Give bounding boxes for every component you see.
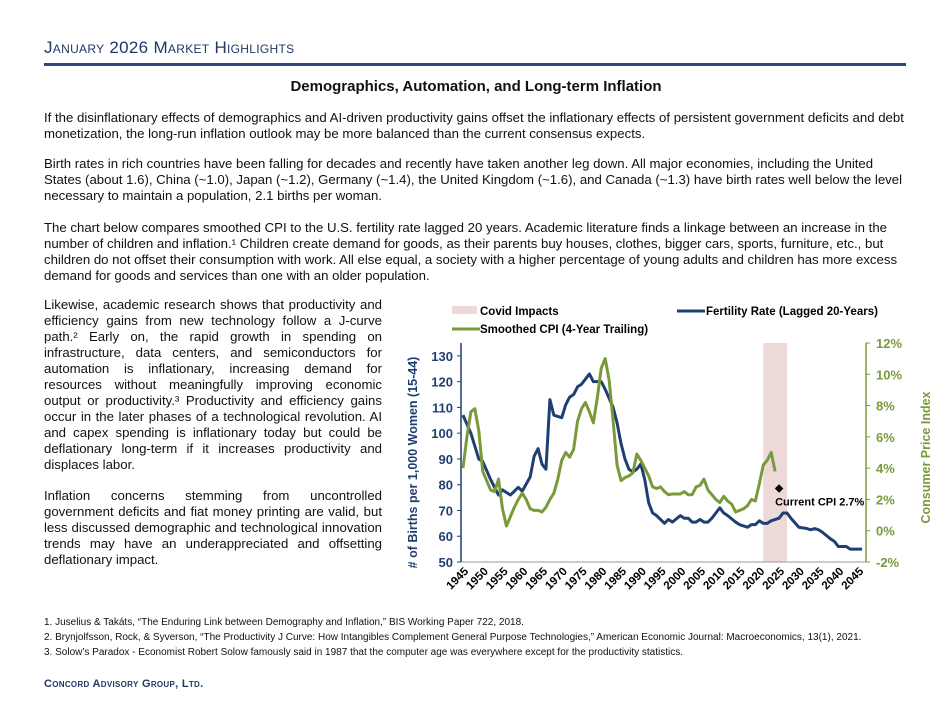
y-tick-label: 110 bbox=[432, 400, 453, 415]
article-title: Demographics, Automation, and Long-term … bbox=[290, 78, 662, 95]
x-tick-label: 1960 bbox=[504, 566, 531, 593]
x-tick-label: 2000 bbox=[662, 566, 689, 593]
y-tick-label: 90 bbox=[439, 452, 453, 467]
y-tick-label: 60 bbox=[439, 529, 453, 544]
y2-tick-label: 4% bbox=[876, 461, 895, 476]
paragraph-5: Inflation concerns stemming from uncontr… bbox=[44, 488, 382, 567]
x-tick-label: 2040 bbox=[820, 566, 847, 593]
paragraph-1: If the disinflationary effects of demogr… bbox=[44, 110, 904, 141]
y2-tick-label: 10% bbox=[876, 367, 902, 382]
legend-covid-label: Covid Impacts bbox=[480, 306, 559, 318]
y-axis-label: # of Births per 1,000 Women (15-44) bbox=[406, 357, 420, 569]
y-tick-label: 130 bbox=[431, 349, 453, 364]
x-tick-label: 2030 bbox=[780, 566, 807, 593]
footnote-1: 1. Juselius & Takáts, “The Enduring Link… bbox=[44, 617, 524, 628]
x-tick-label: 2045 bbox=[840, 565, 867, 592]
paragraph-3: The chart below compares smoothed CPI to… bbox=[44, 220, 898, 283]
legend-covid-swatch bbox=[452, 306, 477, 314]
company-footer: Concord Advisory Group, Ltd. bbox=[44, 678, 204, 690]
x-tick-label: 2020 bbox=[741, 566, 768, 593]
y-tick-label: 70 bbox=[439, 503, 453, 518]
x-tick-label: 1950 bbox=[464, 566, 491, 593]
y2-tick-label: 12% bbox=[876, 336, 902, 351]
paragraph-2: Birth rates in rich countries have been … bbox=[44, 156, 903, 203]
legend-cpi-label: Smoothed CPI (4-Year Trailing) bbox=[480, 324, 648, 336]
y-tick-label: 120 bbox=[431, 375, 453, 390]
y-tick-label: 50 bbox=[439, 555, 453, 570]
covid-band bbox=[763, 343, 787, 562]
current-cpi-marker bbox=[774, 484, 784, 493]
y-tick-label: 80 bbox=[439, 478, 453, 493]
y2-tick-label: 2% bbox=[876, 492, 895, 507]
x-tick-label: 1970 bbox=[543, 566, 570, 593]
y-tick-label: 100 bbox=[431, 426, 453, 441]
current-cpi-label: Current CPI 2.7% bbox=[775, 496, 864, 508]
legend-fertility-label: Fertility Rate (Lagged 20-Years) bbox=[706, 306, 878, 318]
cpi-line bbox=[461, 357, 777, 528]
footnote-2: 2. Brynjolfsson, Rock, & Syverson, “The … bbox=[44, 632, 862, 643]
y2-axis-label: Consumer Price Index bbox=[919, 391, 933, 523]
x-tick-label: 1980 bbox=[583, 566, 610, 593]
header-divider bbox=[44, 63, 906, 66]
y2-tick-label: 0% bbox=[876, 524, 895, 539]
fertility-line bbox=[461, 372, 863, 551]
x-tick-label: 2010 bbox=[701, 566, 728, 593]
report-header: January 2026 Market Highlights bbox=[44, 38, 295, 57]
x-tick-label: 1990 bbox=[622, 566, 649, 593]
footnote-3: 3. Solow’s Paradox - Economist Robert So… bbox=[44, 647, 684, 658]
y2-tick-label: -2% bbox=[876, 555, 900, 570]
y2-tick-label: 6% bbox=[876, 430, 895, 445]
paragraph-4: Likewise, academic research shows that p… bbox=[44, 297, 382, 472]
y2-tick-label: 8% bbox=[876, 399, 895, 414]
